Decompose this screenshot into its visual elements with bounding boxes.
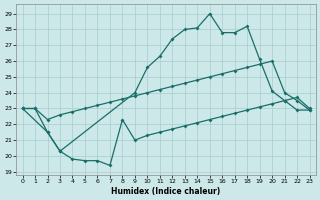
X-axis label: Humidex (Indice chaleur): Humidex (Indice chaleur) [111,187,221,196]
